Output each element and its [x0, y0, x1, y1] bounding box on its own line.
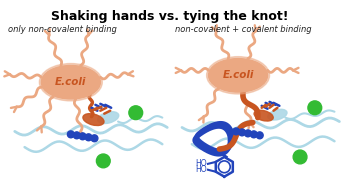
Ellipse shape: [206, 57, 270, 94]
Circle shape: [239, 129, 245, 136]
Circle shape: [79, 133, 86, 140]
Text: E.coli: E.coli: [222, 70, 254, 80]
Circle shape: [67, 131, 74, 138]
Ellipse shape: [254, 110, 273, 121]
Ellipse shape: [209, 59, 268, 92]
Text: Shaking hands vs. tying the knot!: Shaking hands vs. tying the knot!: [51, 10, 289, 23]
Text: only non-covalent binding: only non-covalent binding: [8, 25, 117, 34]
Circle shape: [129, 106, 143, 120]
Ellipse shape: [98, 112, 119, 124]
Circle shape: [251, 131, 257, 138]
Circle shape: [308, 101, 322, 115]
Circle shape: [245, 130, 251, 137]
Circle shape: [233, 128, 239, 135]
Text: HO: HO: [195, 165, 207, 174]
Text: non-covalent + covalent binding: non-covalent + covalent binding: [175, 25, 312, 34]
Circle shape: [96, 154, 110, 168]
Ellipse shape: [39, 64, 102, 101]
Text: E.coli: E.coli: [55, 77, 86, 87]
Text: HO: HO: [195, 159, 207, 168]
Circle shape: [293, 150, 307, 164]
Ellipse shape: [268, 109, 287, 120]
Circle shape: [256, 132, 263, 139]
Ellipse shape: [41, 65, 100, 99]
Circle shape: [73, 132, 80, 139]
Circle shape: [91, 135, 98, 142]
Ellipse shape: [83, 114, 104, 125]
Circle shape: [85, 134, 92, 141]
